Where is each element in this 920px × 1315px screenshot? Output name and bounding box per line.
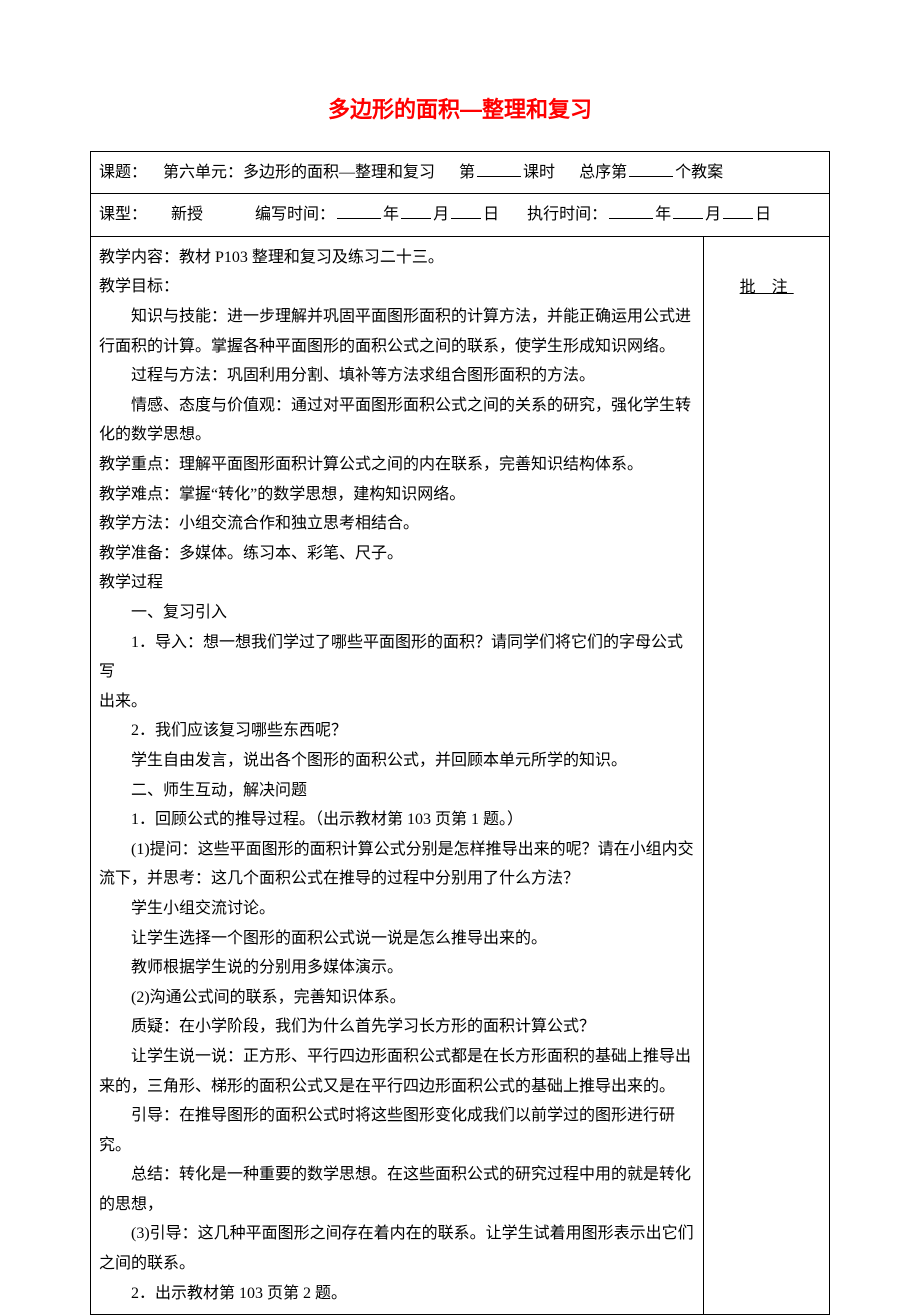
topic-text: 第六单元：多边形的面积—整理和复习	[163, 164, 435, 181]
write-month: 月	[433, 206, 449, 223]
body-line: 教学方法：小组交流合作和独立思考相结合。	[99, 509, 695, 539]
body-line: 教学过程	[99, 568, 695, 598]
body-line: 让学生说一说：正方形、平行四边形面积公式都是在长方形面积的基础上推导出	[99, 1042, 695, 1072]
body-line: 化的数学思想。	[99, 420, 695, 450]
period-blank	[477, 160, 521, 177]
exec-label: 执行时间：	[527, 206, 607, 223]
period-prefix: 第	[459, 164, 475, 181]
topic-label: 课题：	[99, 164, 147, 181]
body-line: 让学生选择一个图形的面积公式说一说是怎么推导出来的。	[99, 924, 695, 954]
body-line: 教师根据学生说的分别用多媒体演示。	[99, 953, 695, 983]
write-label: 编写时间：	[255, 206, 335, 223]
header-row-2: 课型： 新授 编写时间： 年 月 日 执行时间： 年 月 日	[91, 194, 830, 237]
exec-month: 月	[705, 206, 721, 223]
body-line: 知识与技能：进一步理解并巩固平面图形面积的计算方法，并能正确运用公式进	[99, 302, 695, 332]
write-year: 年	[383, 206, 399, 223]
body-line: 2．我们应该复习哪些东西呢？	[99, 716, 695, 746]
lesson-plan-table: 课题： 第六单元：多边形的面积—整理和复习 第 课时 总序第 个教案 课型： 新授 …	[90, 151, 830, 1315]
seq-blank	[629, 160, 673, 177]
content-cell: 教学内容：教材 P103 整理和复习及练习二十三。 教学目标： 知识与技能：进一…	[91, 236, 704, 1314]
exec-day-blank	[723, 202, 753, 219]
body-line: 过程与方法：巩固利用分割、填补等方法求组合图形面积的方法。	[99, 361, 695, 391]
body-line: 一、复习引入	[99, 598, 695, 628]
body-line: 行面积的计算。掌握各种平面图形的面积公式之间的联系，使学生形成知识网络。	[99, 332, 695, 362]
body-line: 学生小组交流讨论。	[99, 894, 695, 924]
body-line: (2)沟通公式间的联系，完善知识体系。	[99, 983, 695, 1013]
body-line: 总结：转化是一种重要的数学思想。在这些面积公式的研究过程中用的就是转化	[99, 1160, 695, 1190]
body-line: 情感、态度与价值观：通过对平面图形面积公式之间的关系的研究，强化学生转	[99, 391, 695, 421]
type-label: 课型：	[99, 206, 147, 223]
body-line: 2．出示教材第 103 页第 2 题。	[99, 1279, 695, 1309]
write-day-blank	[451, 202, 481, 219]
type-value: 新授	[171, 206, 203, 223]
header-row-1: 课题： 第六单元：多边形的面积—整理和复习 第 课时 总序第 个教案	[91, 151, 830, 194]
note-header: 批 注	[712, 243, 821, 303]
body-line: 引导：在推导图形的面积公式时将这些图形变化成我们以前学过的图形进行研究。	[99, 1101, 695, 1160]
exec-month-blank	[673, 202, 703, 219]
body-line: 之间的联系。	[99, 1249, 695, 1279]
seq-prefix: 总序第	[579, 164, 627, 181]
body-line: 教学内容：教材 P103 整理和复习及练习二十三。	[99, 243, 695, 273]
body-line: 教学重点：理解平面图形面积计算公式之间的内在联系，完善知识结构体系。	[99, 450, 695, 480]
note-cell: 批 注	[704, 236, 830, 1314]
document-page: 多边形的面积—整理和复习 课题： 第六单元：多边形的面积—整理和复习 第 课时 总…	[0, 0, 920, 1300]
exec-year-blank	[609, 202, 653, 219]
body-line: (1)提问：这些平面图形的面积计算公式分别是怎样推导出来的呢？请在小组内交	[99, 835, 695, 865]
period-suffix: 课时	[523, 164, 555, 181]
exec-day: 日	[755, 206, 771, 223]
body-line: 学生自由发言，说出各个图形的面积公式，并回顾本单元所学的知识。	[99, 746, 695, 776]
body-line: 质疑：在小学阶段，我们为什么首先学习长方形的面积计算公式？	[99, 1012, 695, 1042]
write-day: 日	[483, 206, 499, 223]
body-line: 教学难点：掌握“转化”的数学思想，建构知识网络。	[99, 480, 695, 510]
body-line: 1．回顾公式的推导过程。（出示教材第 103 页第 1 题。）	[99, 805, 695, 835]
write-month-blank	[401, 202, 431, 219]
exec-year: 年	[655, 206, 671, 223]
body-line: 教学目标：	[99, 272, 695, 302]
seq-suffix: 个教案	[675, 164, 723, 181]
content-row: 教学内容：教材 P103 整理和复习及练习二十三。 教学目标： 知识与技能：进一…	[91, 236, 830, 1314]
body-line: 来的，三角形、梯形的面积公式又是在平行四边形面积公式的基础上推导出来的。	[99, 1072, 695, 1102]
body-line: 的思想，	[99, 1190, 695, 1220]
page-title: 多边形的面积—整理和复习	[90, 90, 830, 131]
body-line: 1．导入：想一想我们学过了哪些平面图形的面积？请同学们将它们的字母公式写	[99, 628, 695, 687]
body-line: 流下，并思考：这几个面积公式在推导的过程中分别用了什么方法？	[99, 864, 695, 894]
body-line: 二、师生互动，解决问题	[99, 776, 695, 806]
write-year-blank	[337, 202, 381, 219]
body-line: (3)引导：这几种平面图形之间存在着内在的联系。让学生试着用图形表示出它们	[99, 1219, 695, 1249]
body-line: 出来。	[99, 687, 695, 717]
body-line: 教学准备：多媒体。练习本、彩笔、尺子。	[99, 539, 695, 569]
